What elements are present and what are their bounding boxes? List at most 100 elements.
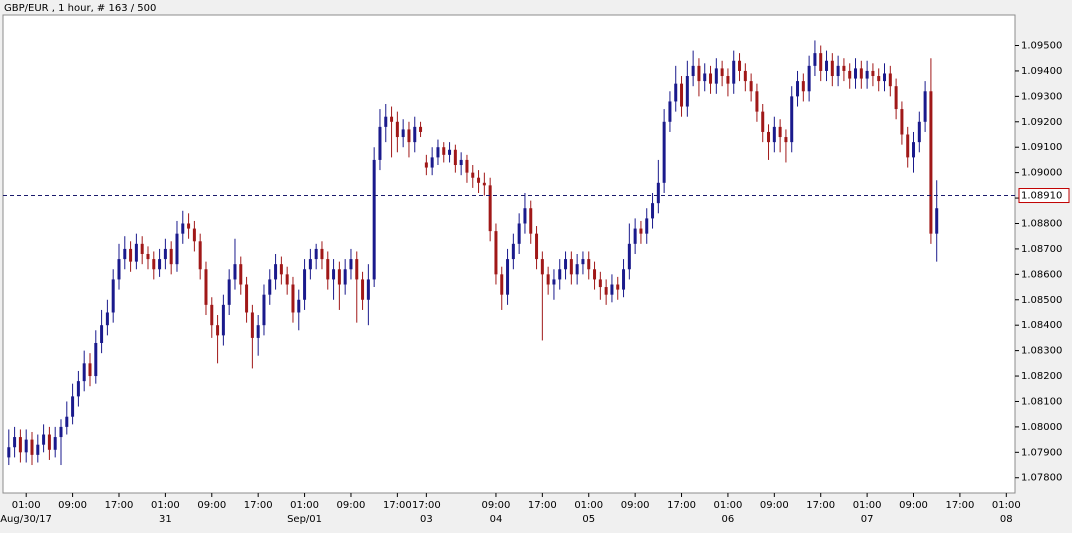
candle-body [430,157,434,168]
y-tick-label: 1.08500 [1021,295,1062,306]
candle-body [337,269,341,285]
x-tick-label: 17:00 [667,500,696,511]
candle-body [65,416,69,427]
candle-body [384,116,388,127]
candle-body [569,259,573,275]
candle-body [366,279,370,300]
x-date-label: 07 [861,514,874,525]
candle-body [726,76,730,84]
candle-body [877,76,881,82]
candle-body [123,248,127,260]
candle-body [198,241,202,270]
candle-body [830,60,834,77]
candle-body [134,243,138,262]
candle-body [807,65,811,92]
candle-body [651,203,655,219]
candle-body [738,60,742,71]
y-tick-label: 1.09400 [1021,66,1062,77]
candle-body [140,243,144,254]
candle-body [546,274,550,285]
candle-body [494,231,498,275]
x-tick-label: 01:00 [574,500,603,511]
candle-body [552,279,556,285]
candle-body [7,447,11,458]
candle-body [163,248,167,260]
candle-body [465,159,469,173]
x-tick-label: 01:00 [290,500,319,511]
candle-body [923,91,927,122]
x-tick-label: 01:00 [151,500,180,511]
x-date-label: 08 [1000,514,1013,525]
candle-body [564,259,568,270]
candle-body [529,208,533,234]
candle-body [181,223,185,234]
candle-body [714,68,718,84]
candle-body [343,269,347,285]
candle-body [424,162,428,168]
candle-body [401,129,405,138]
candle-body [743,70,747,82]
x-date-label: 06 [722,514,735,525]
candle-body [912,142,916,158]
x-tick-label: 01:00 [992,500,1021,511]
candle-body [227,279,231,305]
candle-body [616,284,620,290]
candle-body [395,121,399,138]
candle-body [88,363,92,377]
candle-body [633,228,637,244]
candle-body [778,126,782,138]
candle-body [419,126,423,132]
candle-body [842,65,846,71]
candle-body [407,129,411,143]
candle-body [320,248,324,260]
candle-body [245,284,249,313]
candle-body [813,53,817,66]
x-tick-label: 09:00 [760,500,789,511]
candle-body [355,259,359,280]
candle-body [517,223,521,244]
candle-body [888,73,892,87]
candle-body [627,243,631,270]
candle-body [146,254,150,260]
candle-body [24,439,28,453]
candle-body [36,444,40,455]
candle-body [262,294,266,326]
candle-body [111,279,115,313]
candle-body [250,312,254,338]
x-tick-label: 17:00 [945,500,974,511]
candle-body [558,269,562,280]
x-tick-label: 01:00 [853,500,882,511]
x-tick-label: 17:00 [806,500,835,511]
candle-body [477,177,481,183]
y-tick-label: 1.08800 [1021,218,1062,229]
candle-body [30,439,34,455]
candle-body [158,259,162,270]
candle-body [349,259,353,270]
candle-body [221,304,225,336]
candle-body [691,65,695,77]
x-tick-label: 01:00 [714,500,743,511]
x-date-label: 03 [420,514,433,525]
candle-body [105,312,109,326]
x-tick-label: 01:00 [12,500,41,511]
candle-body [685,76,689,107]
candle-body [535,233,539,260]
candle-body [703,73,707,82]
candle-body [332,269,336,280]
y-tick-label: 1.08300 [1021,346,1062,357]
candle-body [279,264,283,275]
chart-title: GBP/EUR , 1 hour, # 163 / 500 [4,3,156,14]
x-tick-label: 17:00 [383,500,412,511]
candle-body [390,116,394,122]
candle-body [82,363,86,382]
candle-body [453,149,457,166]
candle-body [680,83,684,107]
candle-body [129,248,133,262]
y-tick-label: 1.09500 [1021,41,1062,52]
candle-body [575,264,579,275]
candle-body [233,264,237,280]
candle-body [239,264,243,285]
candle-body [784,137,788,143]
candle-body [859,68,863,79]
